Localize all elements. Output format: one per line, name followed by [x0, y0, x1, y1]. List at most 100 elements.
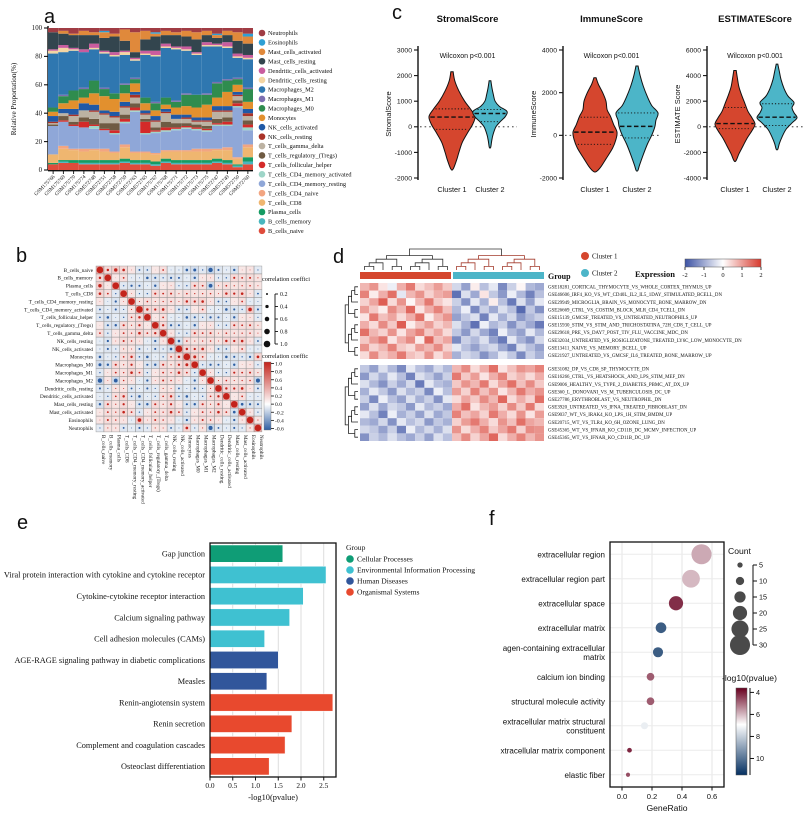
heatmap-cell	[378, 372, 388, 381]
bar-segment	[232, 94, 243, 97]
bar-segment	[130, 83, 141, 92]
heatmap-cell	[387, 305, 397, 314]
bar-segment	[201, 30, 212, 36]
correlation-dot	[217, 427, 220, 429]
correlation-dot	[185, 418, 188, 422]
heatmap-cell	[378, 380, 388, 388]
heatmap-cell	[479, 395, 489, 403]
legend-swatch	[258, 95, 266, 103]
correlation-dot	[257, 316, 259, 318]
heatmap-cell	[378, 433, 388, 441]
expression-tick-label: 1	[740, 272, 743, 279]
bar-segment	[222, 125, 233, 148]
bar-segment	[48, 124, 59, 126]
dendrogram-branch	[456, 266, 467, 270]
correlation-dot	[97, 378, 103, 383]
heatmap-cell	[525, 343, 535, 352]
bar-segment	[58, 113, 69, 117]
bar-segment	[99, 148, 110, 152]
correlation-dot	[162, 419, 164, 421]
correlation-dot	[225, 316, 227, 318]
bar-segment	[212, 45, 223, 47]
heatmap-cell	[461, 395, 471, 403]
heatmap-cell	[525, 336, 535, 344]
heatmap-cell	[378, 336, 388, 344]
group-bar-cluster2	[453, 272, 544, 279]
correlation-dot	[210, 348, 211, 350]
bar-segment	[171, 107, 182, 115]
correlation-dot	[241, 276, 244, 279]
bar-segment	[222, 147, 233, 151]
heatmap-cell	[406, 433, 416, 441]
heatmap-cell	[406, 403, 416, 411]
bar-segment	[68, 162, 79, 170]
heatmap-cell	[507, 351, 517, 359]
bar-segment	[181, 128, 192, 151]
legend-label: Cellular Processes	[357, 555, 413, 564]
category-label: agen-containing extracellular	[503, 644, 606, 653]
y-tick-label: 0	[39, 167, 43, 174]
go-dot	[682, 569, 700, 588]
gse-row-label: GSE3920_UNTREATED_VS_IFNA_TREATED_FIBROB…	[548, 406, 687, 411]
bar-segment	[109, 130, 120, 134]
heatmap-cell	[534, 343, 544, 352]
correlation-dot	[138, 324, 141, 327]
heatmap-cell	[488, 372, 498, 381]
correlation-dot	[123, 419, 124, 421]
heatmap-cell	[369, 343, 379, 352]
correlation-dot	[249, 301, 251, 302]
legend-label: Dendritic_cells_activated	[268, 68, 333, 75]
bar-segment	[78, 30, 89, 36]
heatmap-cell	[433, 410, 443, 419]
y-tick-label: 100	[32, 25, 43, 32]
correlation-dot	[130, 284, 133, 287]
bar-segment	[150, 32, 161, 34]
correlation-dot	[162, 269, 165, 271]
correlation-dot	[122, 340, 125, 343]
bar-segment	[232, 57, 243, 78]
bar-segment	[140, 121, 151, 134]
heatmap-cell	[424, 387, 434, 396]
bar-segment	[160, 151, 171, 159]
correlation-dot	[257, 340, 259, 342]
correlation-dot	[233, 324, 236, 327]
correlation-dot	[193, 347, 196, 351]
heatmap-cell	[488, 403, 498, 411]
correlation-dot	[169, 324, 173, 327]
pvalue-tick-label: 6	[756, 710, 760, 719]
column-label: T_cells_CD4_memory_resting	[131, 435, 137, 500]
heatmap-cell	[470, 351, 480, 359]
correlation-dot	[146, 300, 149, 303]
bar-segment	[201, 162, 212, 165]
category-label: matrix	[583, 653, 605, 662]
violin-1	[428, 71, 476, 171]
correlation-dot	[169, 276, 173, 279]
correlation-dot	[139, 277, 140, 279]
bar-segment	[99, 160, 110, 163]
legend-label: T_cells_CD4_memory_activated	[268, 172, 352, 179]
heatmap-cell	[360, 313, 370, 321]
x-axis-title: -log10(pvalue)	[248, 793, 298, 802]
heatmap-cell	[488, 321, 498, 329]
correlation-dot	[226, 419, 227, 421]
bar-segment	[109, 54, 120, 57]
bar-segment	[150, 33, 161, 37]
bar-segment	[191, 162, 202, 165]
row-label: B_cells_naive	[64, 268, 94, 274]
bar-segment	[232, 56, 243, 58]
heatmap-cell	[433, 433, 443, 441]
heatmap-cell	[525, 305, 535, 314]
heatmap-cell	[488, 298, 498, 306]
bar-segment	[130, 60, 141, 78]
bar-segment	[130, 52, 141, 58]
heatmap-cell	[396, 336, 406, 344]
correlation-dot	[257, 411, 259, 413]
bar-segment	[201, 42, 212, 46]
size-legend-value: 0.8	[280, 330, 288, 336]
heatmap-cell	[534, 395, 544, 403]
bar-segment	[201, 151, 212, 161]
y-tick-label: -1000	[395, 150, 413, 157]
correlation-dot	[146, 427, 148, 429]
bar-segment	[201, 131, 212, 149]
